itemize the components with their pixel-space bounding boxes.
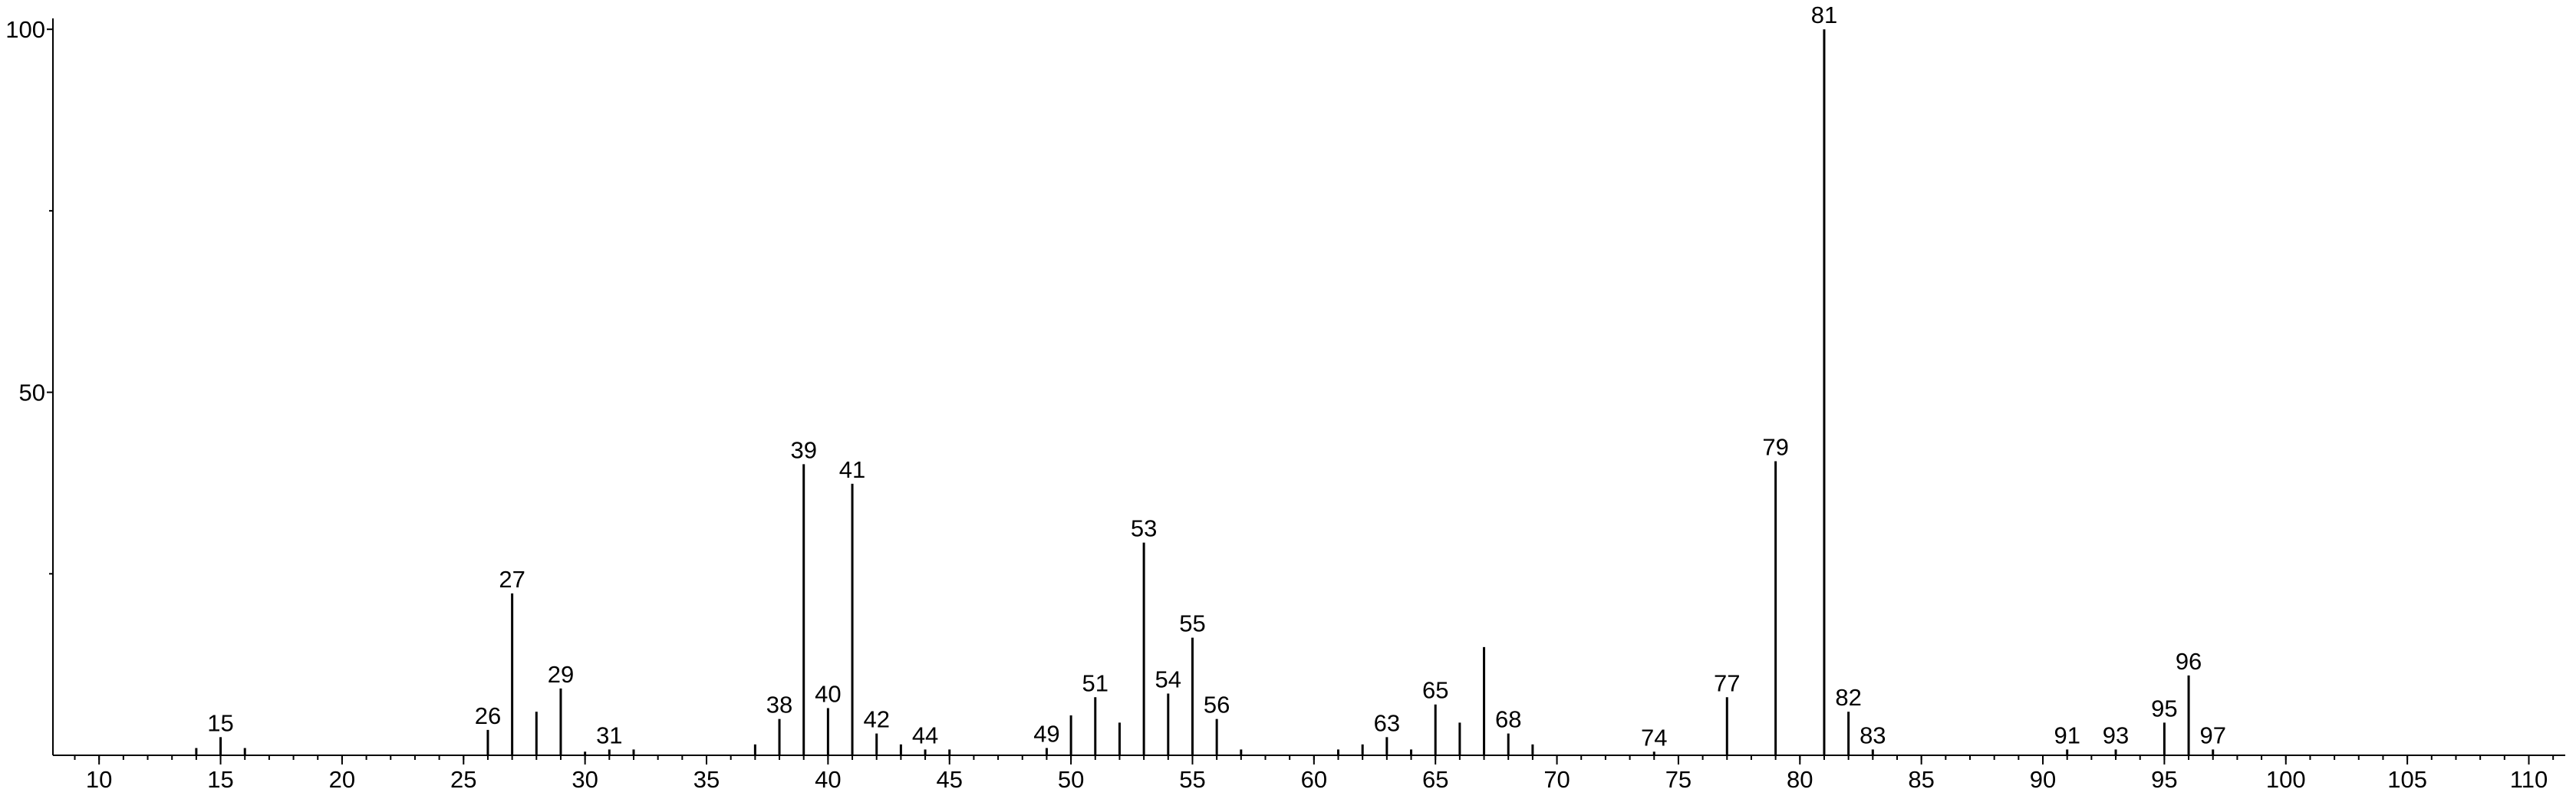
peak-label: 95 <box>2151 695 2177 722</box>
x-tick-label: 95 <box>2151 766 2177 793</box>
peak-label: 49 <box>1033 721 1059 748</box>
peak-label: 83 <box>1860 722 1886 748</box>
x-tick-label: 90 <box>2030 766 2056 793</box>
peak-label: 41 <box>839 456 865 483</box>
x-tick-label: 65 <box>1422 766 1448 793</box>
peak-label: 82 <box>1835 684 1861 711</box>
peak-label: 56 <box>1204 692 1230 718</box>
peak-label: 68 <box>1495 706 1521 733</box>
peak-label: 40 <box>815 680 841 707</box>
peak-label: 53 <box>1131 515 1157 542</box>
peak-label: 97 <box>2199 722 2225 748</box>
peak-label: 51 <box>1082 669 1108 696</box>
peak-label: 38 <box>766 692 792 718</box>
peak-label: 65 <box>1422 677 1448 704</box>
peak-label: 15 <box>207 709 233 736</box>
x-tick-label: 55 <box>1179 766 1205 793</box>
peak-label: 26 <box>475 702 501 729</box>
peak-label: 93 <box>2103 722 2129 748</box>
y-tick-label: 100 <box>5 16 45 43</box>
x-tick-label: 110 <box>2510 766 2548 793</box>
peak-label: 55 <box>1179 610 1205 637</box>
x-tick-label: 20 <box>329 766 355 793</box>
peak-label: 39 <box>790 436 816 463</box>
peak-label: 79 <box>1762 434 1788 461</box>
peak-label: 77 <box>1714 669 1740 696</box>
peak-label: 96 <box>2176 648 2202 675</box>
x-tick-label: 85 <box>1908 766 1934 793</box>
peak-label: 42 <box>863 706 889 733</box>
x-tick-label: 70 <box>1543 766 1570 793</box>
peak-label: 91 <box>2054 722 2080 748</box>
x-tick-label: 75 <box>1665 766 1692 793</box>
x-tick-label: 30 <box>572 766 598 793</box>
y-tick-label: 50 <box>19 380 45 406</box>
peak-label: 81 <box>1811 2 1837 28</box>
x-tick-label: 105 <box>2387 766 2427 793</box>
peak-label: 27 <box>499 566 525 593</box>
peak-label: 54 <box>1155 666 1181 693</box>
x-tick-label: 35 <box>693 766 720 793</box>
peak-label: 44 <box>912 722 938 748</box>
x-tick-label: 60 <box>1301 766 1327 793</box>
x-tick-label: 10 <box>86 766 112 793</box>
peak-label: 63 <box>1374 709 1400 736</box>
x-tick-label: 50 <box>1058 766 1084 793</box>
peak-label: 29 <box>548 661 574 688</box>
x-tick-label: 25 <box>450 766 476 793</box>
x-tick-label: 80 <box>1787 766 1813 793</box>
x-tick-label: 15 <box>207 766 233 793</box>
peak-label: 31 <box>596 722 622 748</box>
peak-label: 74 <box>1641 724 1667 751</box>
x-tick-label: 100 <box>2266 766 2306 793</box>
x-tick-label: 40 <box>815 766 841 793</box>
x-tick-label: 45 <box>936 766 962 793</box>
